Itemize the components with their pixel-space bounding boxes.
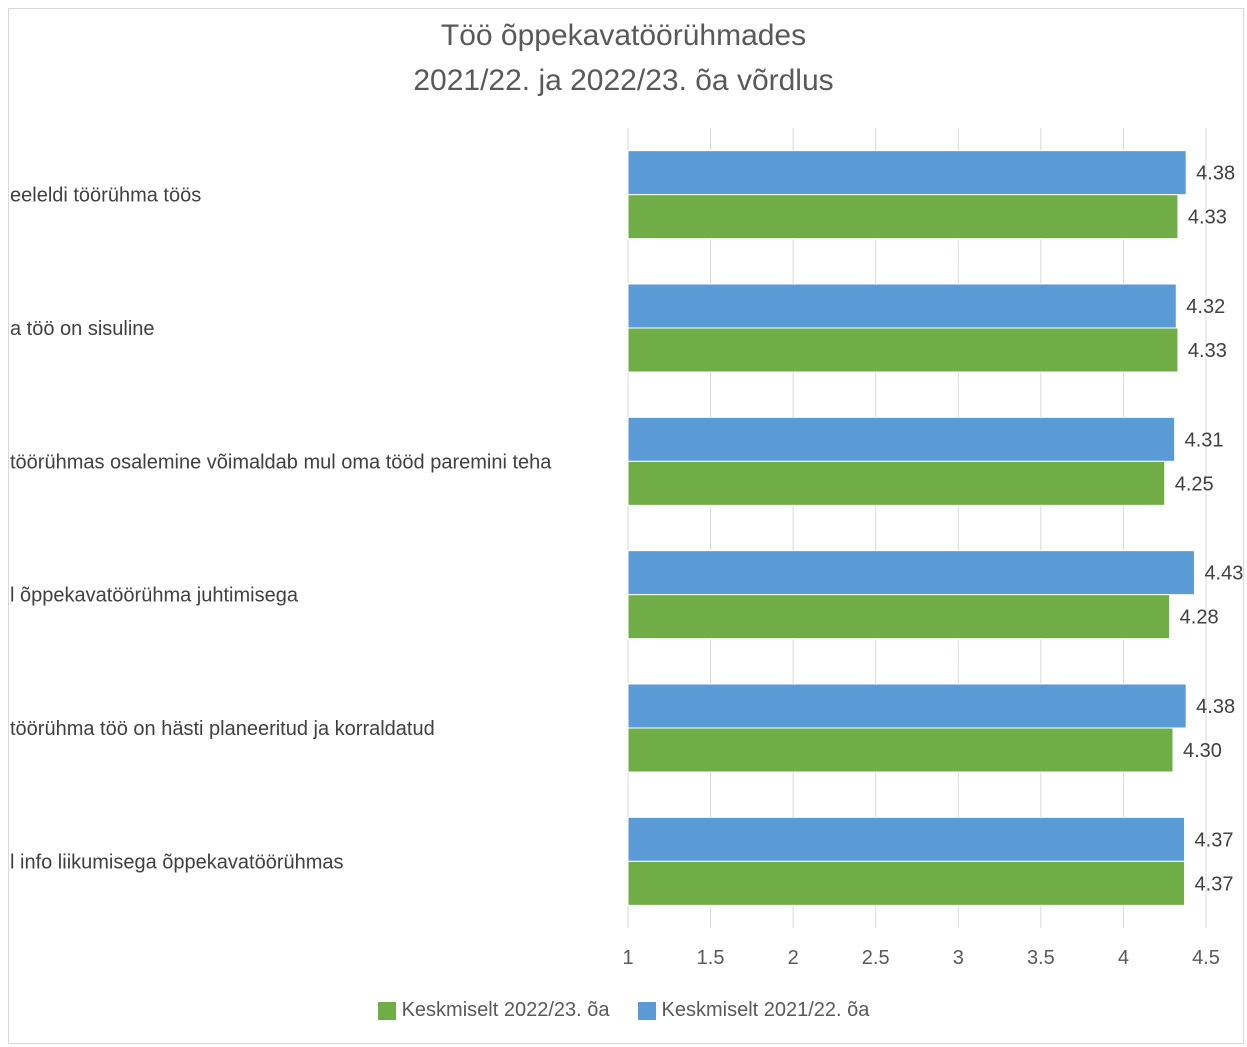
data-label: 4.33 <box>1188 207 1227 229</box>
bar-2021-22 <box>627 816 1186 862</box>
bar-2021-22 <box>627 283 1177 329</box>
x-tick-label: 2 <box>788 947 799 969</box>
bar-2021-22 <box>627 416 1176 462</box>
data-label: 4.38 <box>1196 696 1235 718</box>
legend-label-2021-22: Keskmiselt 2021/22. õa <box>661 999 870 1021</box>
category-label: töörühmas osalemine võimaldab mul oma tö… <box>10 451 552 473</box>
data-label: 4.43 <box>1204 563 1243 585</box>
x-tick-label: 3.5 <box>1027 947 1055 969</box>
bar-2022-23 <box>627 860 1186 906</box>
x-axis-tick-labels: 1 1.5 2 2.5 3 3.5 4 4.5 <box>622 947 1219 969</box>
data-label: 4.30 <box>1183 740 1222 762</box>
x-tick-label: 3 <box>953 947 964 969</box>
bar-2022-23 <box>627 327 1179 373</box>
category-label: töörühma töö on hästi planeeritud ja kor… <box>10 718 435 740</box>
x-tick-label: 1.5 <box>697 947 725 969</box>
data-label: 4.28 <box>1180 607 1219 629</box>
chart-title-line1: Töö õppekavatöörühmades <box>440 19 807 52</box>
data-label: 4.33 <box>1188 340 1227 362</box>
bar-2022-23 <box>627 194 1179 240</box>
bar-2021-22 <box>627 150 1187 196</box>
bar-chart: eeleldi töörühma töös a töö on sisuline tö… <box>10 128 1244 969</box>
category-label: l info liikumisega õppekavatöörühmas <box>10 851 344 873</box>
legend-swatch-2021-22 <box>637 1001 656 1020</box>
x-tick-label: 4.5 <box>1192 947 1220 969</box>
data-label: 4.38 <box>1196 163 1235 185</box>
legend-item-2022-23: Keskmiselt 2022/23. õa <box>377 999 610 1022</box>
category-labels: eeleldi töörühma töös a töö on sisuline tö… <box>10 185 552 874</box>
data-label: 4.32 <box>1186 296 1225 318</box>
legend-label-2022-23: Keskmiselt 2022/23. õa <box>401 999 610 1021</box>
chart-title-line2: 2021/22. ja 2022/23. õa võrdlus <box>413 64 834 97</box>
category-label: a töö on sisuline <box>10 318 155 340</box>
bar-2021-22 <box>627 550 1195 596</box>
bar-2022-23 <box>627 594 1171 640</box>
bar-2021-22 <box>627 683 1187 729</box>
category-label: eeleldi töörühma töös <box>10 185 201 207</box>
data-labels: 4.38 4.33 4.32 4.33 4.31 4.25 4.43 4.28 4.38 4.30… <box>1175 163 1244 896</box>
x-tick-label: 2.5 <box>862 947 890 969</box>
bar-2022-23 <box>627 727 1174 773</box>
legend-item-2021-22: Keskmiselt 2021/22. õa <box>637 999 870 1022</box>
x-tick-label: 1 <box>622 947 633 969</box>
bar-2022-23 <box>627 460 1166 506</box>
data-label: 4.37 <box>1195 829 1234 851</box>
data-label: 4.31 <box>1185 429 1224 451</box>
category-label: l õppekavatöörühma juhtimisega <box>10 585 299 607</box>
bars <box>627 150 1195 906</box>
legend-swatch-2022-23 <box>377 1001 396 1020</box>
data-label: 4.25 <box>1175 473 1214 495</box>
x-tick-label: 4 <box>1118 947 1129 969</box>
gridlines <box>627 128 1207 928</box>
legend: Keskmiselt 2022/23. õa Keskmiselt 2021/2… <box>0 999 1247 1022</box>
data-label: 4.37 <box>1195 873 1234 895</box>
